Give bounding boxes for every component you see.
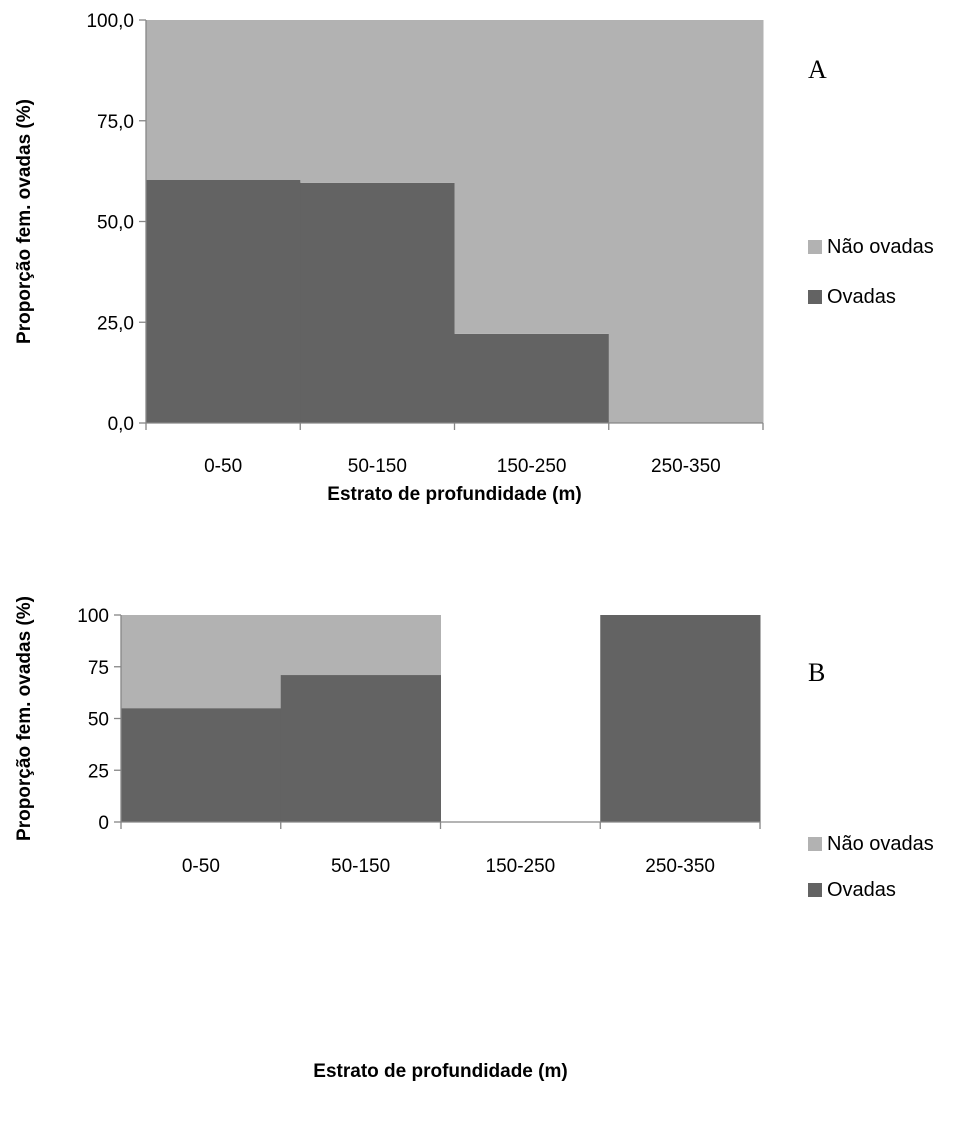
x-axis-title: Estrato de profundidade (m) xyxy=(313,1061,567,1082)
y-tick-label: 100 xyxy=(77,606,109,627)
x-tick-label: 50-150 xyxy=(348,456,407,477)
legend-swatch-não-ovadas xyxy=(808,837,822,851)
panel-label: B xyxy=(808,658,825,687)
bar-não-ovadas-0-50 xyxy=(146,20,301,180)
bar-ovadas-50-150 xyxy=(300,182,455,423)
y-tick-label: 25,0 xyxy=(97,313,134,334)
bar-não-ovadas-250-350 xyxy=(608,20,764,423)
y-tick-label: 100,0 xyxy=(86,11,134,32)
bar-ovadas-0-50 xyxy=(121,708,282,822)
x-axis-title: Estrato de profundidade (m) xyxy=(327,484,581,505)
legend-swatch-ovadas xyxy=(808,290,822,304)
y-tick-label: 0 xyxy=(98,813,109,834)
bar-não-ovadas-50-150 xyxy=(280,615,441,676)
bar-ovadas-150-250 xyxy=(454,333,610,423)
y-tick-label: 25 xyxy=(88,761,109,782)
y-tick-label: 75,0 xyxy=(97,112,134,133)
x-tick-label: 150-250 xyxy=(486,856,556,877)
bar-ovadas-0-50 xyxy=(146,179,301,423)
chart-a-svg: 0,0 25,0 50,0 75,0 100,0 0-50 50-150 150-250 250… xyxy=(14,11,934,505)
y-axis-title: Proporção fem. ovadas (%) xyxy=(14,99,35,344)
y-axis-title: Proporção fem. ovadas (%) xyxy=(14,596,35,841)
x-tick-label: 0-50 xyxy=(182,856,220,877)
bar-ovadas-50-150 xyxy=(280,675,441,822)
x-tick-label: 150-250 xyxy=(497,456,567,477)
bar-não-ovadas-150-250 xyxy=(454,20,610,334)
x-tick-label: 0-50 xyxy=(204,456,242,477)
legend-swatch-ovadas xyxy=(808,883,822,897)
y-tick-label: 50 xyxy=(88,710,109,731)
legend-label: Não ovadas xyxy=(827,833,934,855)
y-tick-label: 50,0 xyxy=(97,213,134,234)
chart-panel-b: 0 25 50 75 100 0-50 50-150 150-250 250-350 Estrat… xyxy=(0,560,956,1120)
y-tick-label: 75 xyxy=(88,658,109,679)
x-tick-label: 250-350 xyxy=(645,856,715,877)
legend-swatch-não-ovadas xyxy=(808,240,822,254)
panel-label: A xyxy=(808,55,827,84)
bar-não-ovadas-50-150 xyxy=(300,20,455,183)
chart-b-svg: 0 25 50 75 100 0-50 50-150 150-250 250-350 Estrat… xyxy=(14,596,934,1082)
chart-panel-a: 0,0 25,0 50,0 75,0 100,0 0-50 50-150 150-250 250… xyxy=(0,0,956,560)
x-tick-label: 250-350 xyxy=(651,456,721,477)
bar-não-ovadas-0-50 xyxy=(121,615,282,709)
legend-label: Não ovadas xyxy=(827,236,934,258)
legend-label: Ovadas xyxy=(827,879,896,901)
bar-ovadas-250-350 xyxy=(600,615,761,822)
legend-label: Ovadas xyxy=(827,286,896,308)
y-tick-label: 0,0 xyxy=(108,414,134,435)
x-tick-label: 50-150 xyxy=(331,856,390,877)
